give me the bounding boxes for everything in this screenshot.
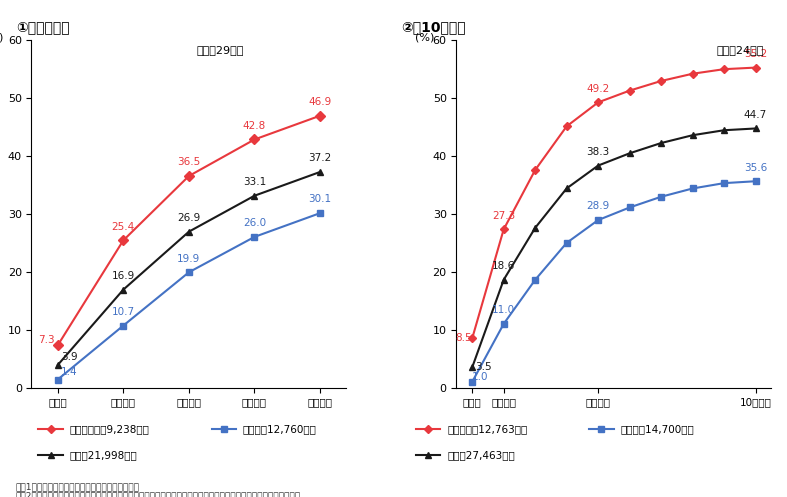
Text: 2　前刑出所後の犯罪により再入所した者で、かつ、前刑出所事由が満期釈放等又は仮釈放の者を計上している。: 2 前刑出所後の犯罪により再入所した者で、かつ、前刑出所事由が満期釈放等又は仮釈…: [16, 491, 301, 497]
Text: 35.6: 35.6: [744, 163, 767, 172]
Text: 1.4: 1.4: [61, 367, 78, 377]
Text: 総数（27,463人）: 総数（27,463人）: [447, 450, 515, 460]
Text: 36.5: 36.5: [177, 158, 201, 167]
Text: 注　1　法務省大臣官房司法法制部の資料による。: 注 1 法務省大臣官房司法法制部の資料による。: [16, 482, 140, 491]
Text: 仮釈放（12,760人）: 仮釈放（12,760人）: [242, 424, 316, 434]
Text: 49.2: 49.2: [586, 83, 610, 93]
Y-axis label: (%): (%): [0, 33, 3, 43]
Text: ①　５年以内: ① ５年以内: [16, 20, 69, 34]
Text: 総数（21,998人）: 総数（21,998人）: [69, 450, 137, 460]
Text: （平成29年）: （平成29年）: [197, 45, 244, 55]
Text: 満期釈放（12,763人）: 満期釈放（12,763人）: [447, 424, 527, 434]
Text: 38.3: 38.3: [586, 147, 610, 157]
Text: 3.9: 3.9: [61, 352, 78, 362]
Text: 11.0: 11.0: [492, 305, 515, 315]
Text: 仮釈放（14,700人）: 仮釈放（14,700人）: [620, 424, 694, 434]
Text: 27.3: 27.3: [492, 211, 515, 221]
Text: 25.4: 25.4: [112, 222, 135, 232]
Text: 46.9: 46.9: [309, 97, 331, 107]
Text: 26.9: 26.9: [177, 213, 201, 223]
Text: 26.0: 26.0: [243, 218, 266, 228]
Text: 28.9: 28.9: [586, 201, 610, 211]
Text: 19.9: 19.9: [177, 253, 201, 263]
Text: 33.1: 33.1: [243, 177, 266, 187]
Text: （平成24年）: （平成24年）: [716, 45, 763, 55]
Text: 3.5: 3.5: [475, 362, 492, 372]
Text: 18.6: 18.6: [492, 261, 515, 271]
Text: 30.1: 30.1: [309, 194, 331, 204]
Text: 8.5: 8.5: [456, 333, 472, 343]
Y-axis label: (%): (%): [416, 33, 434, 43]
Text: 42.8: 42.8: [243, 121, 266, 131]
Text: 7.3: 7.3: [38, 335, 54, 345]
Text: ②　10年以内: ② 10年以内: [401, 20, 466, 34]
Text: 37.2: 37.2: [309, 153, 331, 163]
Text: 16.9: 16.9: [112, 271, 135, 281]
Text: 満期釈放等（9,238人）: 満期釈放等（9,238人）: [69, 424, 150, 434]
Text: 10.7: 10.7: [112, 307, 135, 317]
Text: 44.7: 44.7: [744, 110, 767, 120]
Text: 55.2: 55.2: [744, 49, 767, 59]
Text: 1.0: 1.0: [472, 372, 489, 382]
